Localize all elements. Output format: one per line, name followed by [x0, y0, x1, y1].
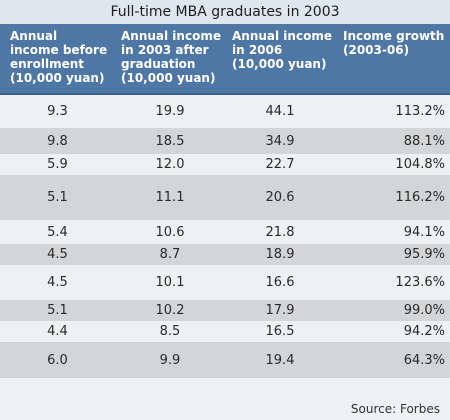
table-cell: 10.6 [155, 224, 185, 240]
table-cell: 9.9 [159, 352, 181, 368]
table-cell: 17.9 [265, 303, 295, 318]
table-cell: 5.1 [47, 190, 68, 205]
column-header-line: Income growth [343, 29, 445, 43]
table-row: 9.3 19.9 44.1 113.2% [0, 95, 450, 128]
table-row: 5.1 10.2 17.9 99.0% [0, 300, 450, 321]
table-cell: 113.2% [395, 104, 445, 119]
table-cell: 6.0 [47, 352, 68, 368]
table-cell: 8.7 [159, 247, 181, 262]
column-header-line: (10,000 yuan) [232, 57, 327, 71]
table-cell: 104.8% [395, 157, 445, 172]
table-row: 5.4 10.6 21.8 94.1% [0, 220, 450, 244]
table-cell: 19.9 [155, 104, 185, 119]
table-row: 5.1 11.1 20.6 116.2% [0, 175, 450, 220]
table-cell: 4.5 [47, 247, 68, 262]
table-cell: 4.5 [47, 275, 68, 290]
table-cell: 4.4 [47, 324, 68, 339]
table-row: 4.4 8.5 16.5 94.2% [0, 321, 450, 342]
table-cell: 95.9% [403, 247, 445, 262]
table-row: 4.5 10.1 16.6 123.6% [0, 265, 450, 300]
table-cell: 18.5 [155, 133, 185, 149]
source-note: Source: Forbes [350, 402, 440, 416]
column-header-line: in 2006 [232, 43, 283, 57]
table-cell: 44.1 [265, 104, 295, 119]
table-cell: 88.1% [403, 133, 445, 149]
table-cell: 12.0 [155, 157, 185, 172]
table-cell: 9.8 [47, 133, 68, 149]
column-header-3: Annual income in 2006 (10,000 yuan) [232, 29, 332, 71]
table-row: 4.5 8.7 18.9 95.9% [0, 244, 450, 265]
table-cell: 19.4 [265, 352, 295, 368]
table-row: 9.8 18.5 34.9 88.1% [0, 128, 450, 154]
table-cell: 22.7 [265, 157, 295, 172]
column-header-2: Annual income in 2003 after graduation (10,… [121, 29, 221, 85]
table-cell: 123.6% [395, 275, 445, 290]
table-cell: 20.6 [265, 190, 295, 205]
table-cell: 116.2% [395, 190, 445, 205]
table-cell: 11.1 [155, 190, 185, 205]
column-header-line: (10,000 yuan) [10, 71, 105, 85]
table-cell: 18.9 [265, 247, 295, 262]
table-cell: 16.5 [265, 324, 295, 339]
table-cell: 5.1 [47, 303, 68, 318]
column-header-1: Annual income before enrollment (10,000 yua… [10, 29, 107, 85]
table-cell: 10.2 [155, 303, 185, 318]
table-cell: 34.9 [265, 133, 295, 149]
table-cell: 5.4 [47, 224, 68, 240]
table-cell: 99.0% [403, 303, 445, 318]
table-cell: 21.8 [265, 224, 295, 240]
table-cell: 8.5 [159, 324, 181, 339]
table-header: Annual income before enrollment (10,000 yua… [0, 24, 450, 95]
column-header-line: (2003-06) [343, 43, 410, 57]
column-header-line: Annual income [232, 29, 332, 43]
column-header-line: Annual income [121, 29, 221, 43]
column-header-line: (10,000 yuan) [121, 71, 216, 85]
column-header-line: income before [10, 43, 108, 57]
table-cell: 10.1 [155, 275, 185, 290]
column-header-line: graduation [121, 57, 196, 71]
table-cell: 94.1% [403, 224, 445, 240]
column-header-line: Annual [10, 29, 58, 43]
column-header-line: enrollment [10, 57, 84, 71]
table-cell: 9.3 [47, 104, 68, 119]
table-cell: 94.2% [403, 324, 445, 339]
column-header-line: in 2003 after [121, 43, 209, 57]
table-cell: 5.9 [47, 157, 68, 172]
table-body: 9.3 19.9 44.1 113.2% 9.8 18.5 34.9 88.1% 5.9 12.0… [0, 95, 450, 399]
table-cell: 64.3% [403, 352, 445, 368]
table-cell: 16.6 [265, 275, 295, 290]
column-header-4: Income growth (2003-06) [343, 29, 444, 57]
table-row: 5.9 12.0 22.7 104.8% [0, 154, 450, 175]
table-title: Full-time MBA graduates in 2003 [0, 0, 450, 24]
table-row: 6.0 9.9 19.4 64.3% [0, 342, 450, 378]
